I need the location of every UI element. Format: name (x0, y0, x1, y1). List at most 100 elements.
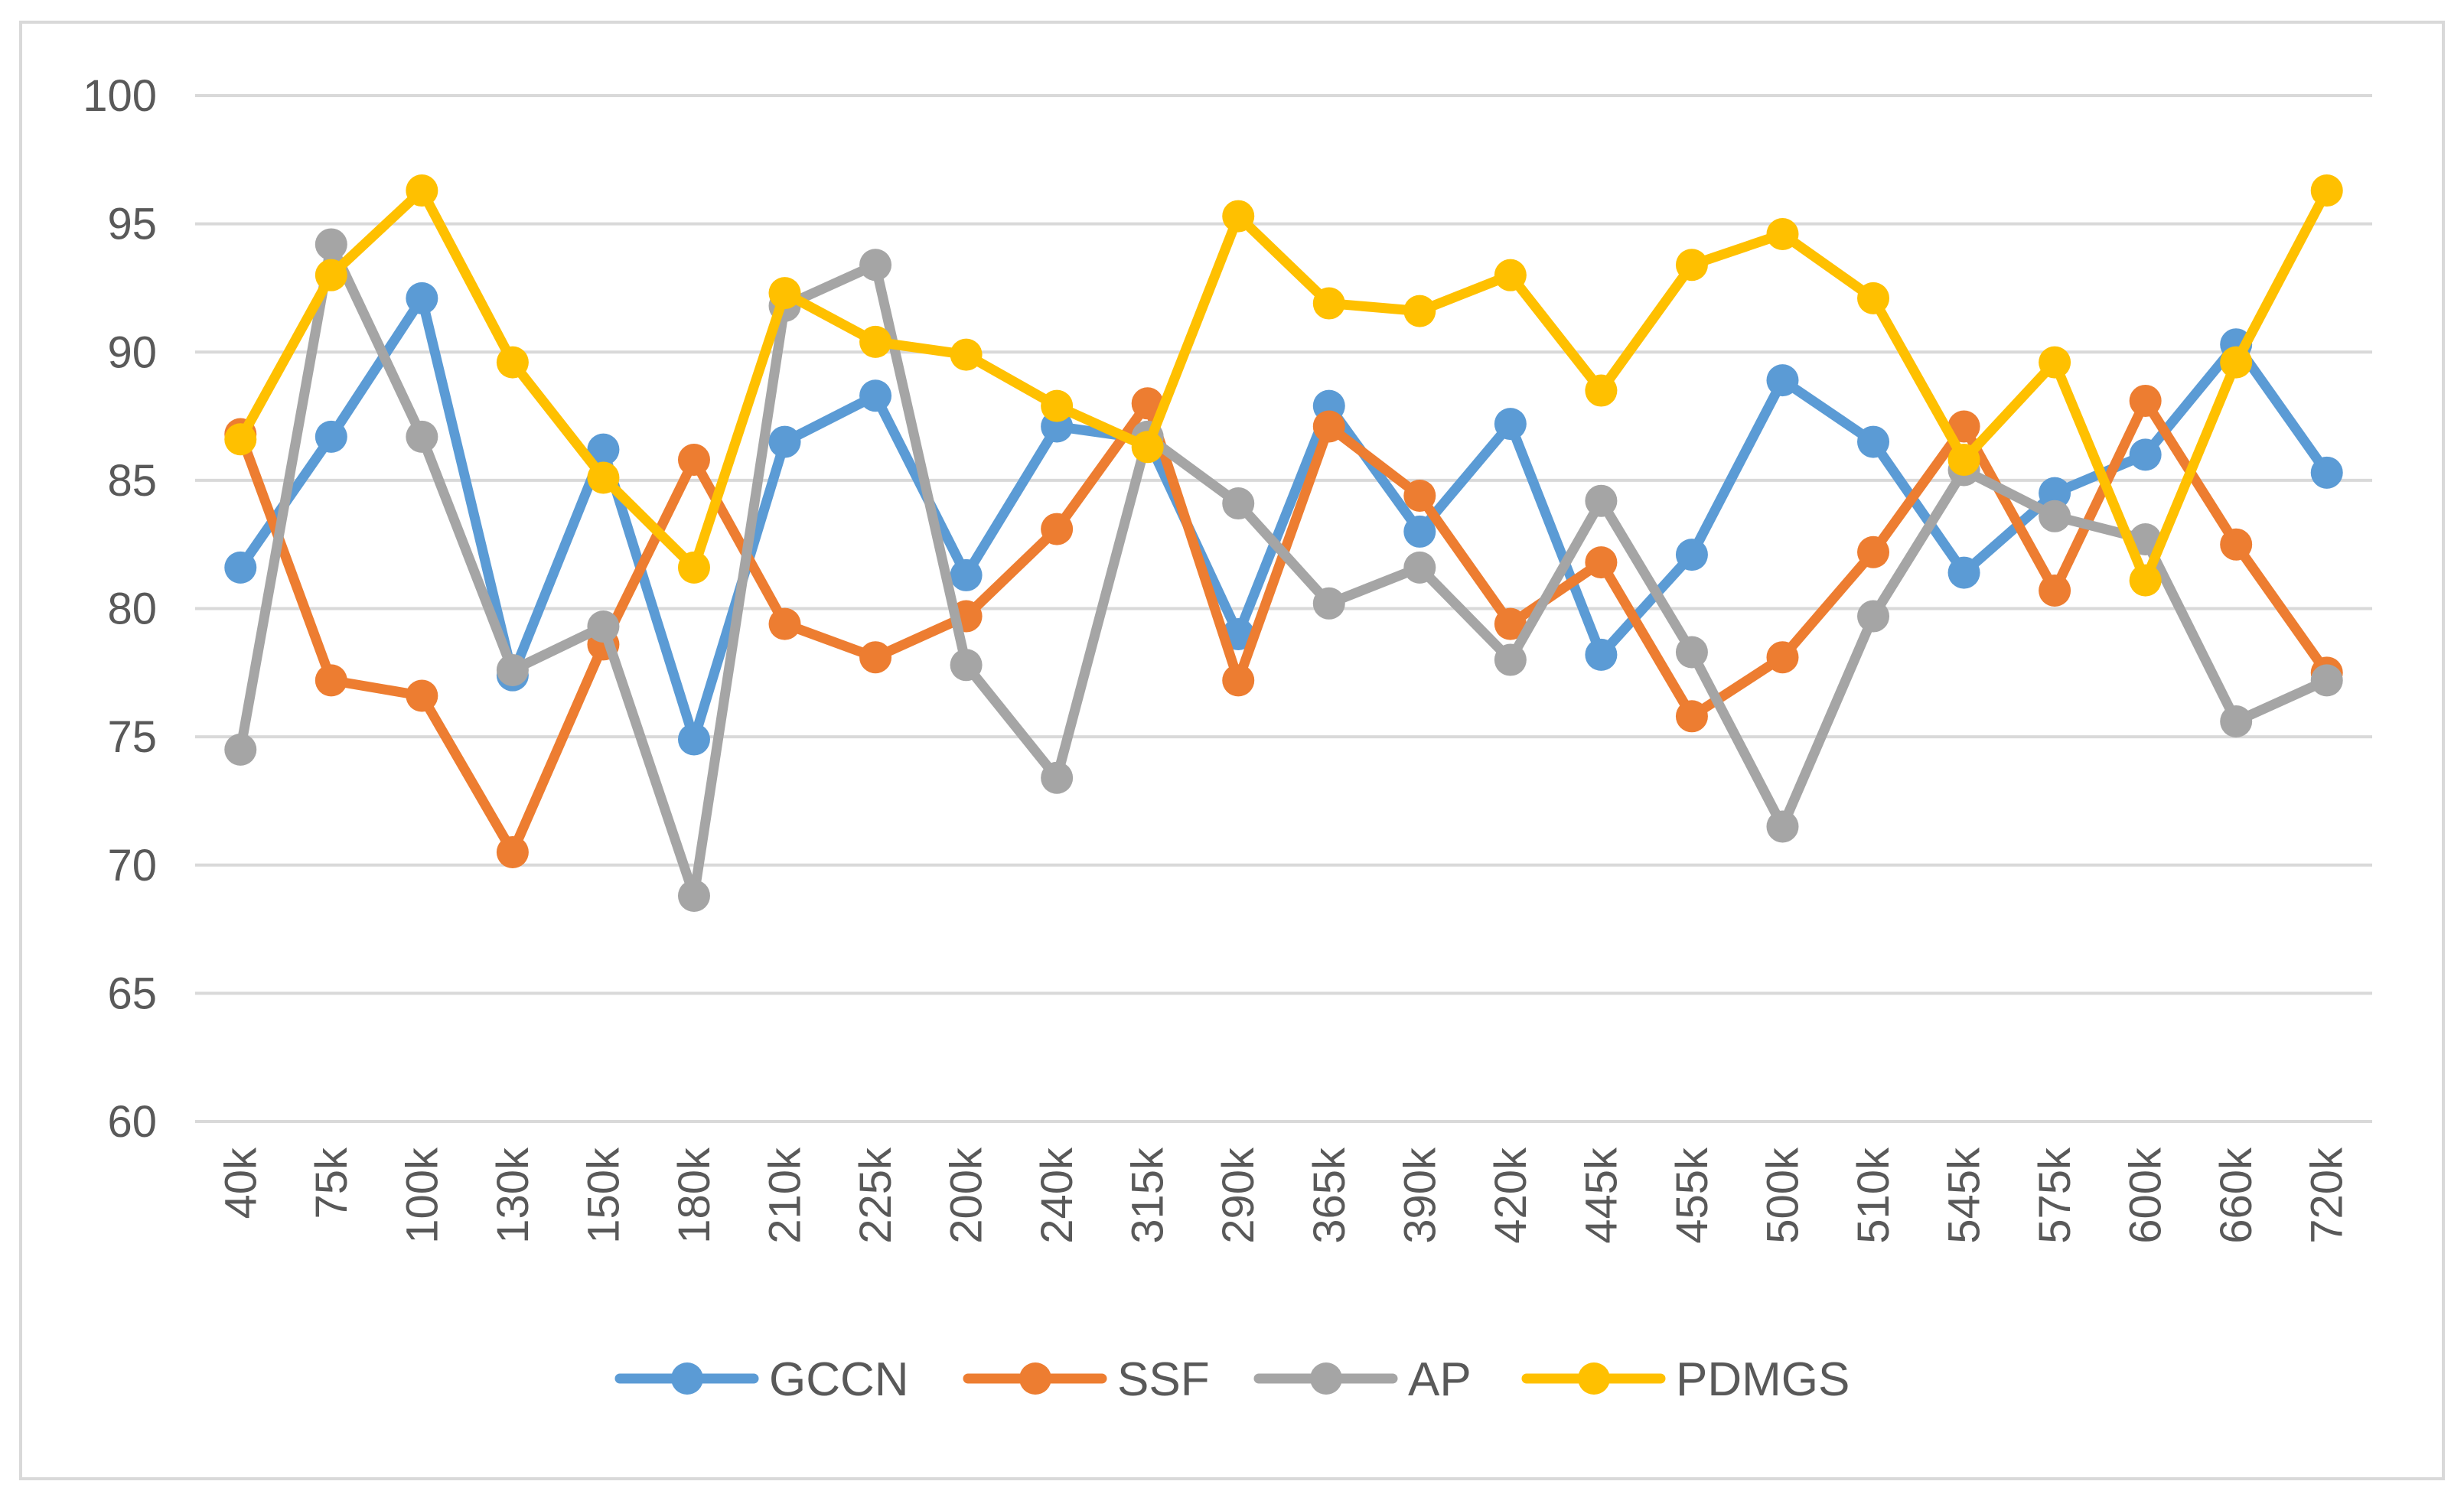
y-axis: 60 65 70 75 80 85 90 95 100 (83, 71, 157, 1147)
legend-item-pdmgs: PDMGS (1521, 1353, 1850, 1406)
x-tick-label: 180k (670, 1147, 719, 1244)
y-tick-label: 95 (107, 200, 157, 249)
data-point-ssf (315, 664, 347, 697)
data-point-ssf (1857, 536, 1890, 568)
data-point-pdmgs (1675, 249, 1708, 282)
data-point-ap (1494, 643, 1527, 676)
data-point-pdmgs (1131, 431, 1164, 464)
x-tick-label: 100k (397, 1147, 447, 1244)
data-point-pdmgs (224, 423, 257, 456)
y-tick-label: 70 (107, 841, 157, 890)
series-ssf (224, 384, 2343, 868)
series-ap (224, 228, 2343, 912)
data-point-ap (859, 249, 892, 282)
legend-label-ap: AP (1408, 1353, 1472, 1406)
data-point-pdmgs (2220, 346, 2253, 379)
data-point-ap (1675, 636, 1708, 669)
legend-label-gccn: GCCN (769, 1353, 909, 1406)
data-point-gccn (1403, 515, 1436, 548)
data-point-pdmgs (2129, 564, 2162, 597)
data-point-ssf (1131, 387, 1164, 420)
x-tick-label: 200k (942, 1147, 992, 1244)
legend-label-ssf: SSF (1117, 1353, 1210, 1406)
data-point-gccn (315, 420, 347, 453)
data-point-pdmgs (2039, 346, 2071, 379)
x-tick-label: 225k (851, 1147, 901, 1244)
data-point-pdmgs (1947, 444, 1980, 477)
x-axis: 40k 75k 100k 130k 150k 180k 210k 225k 200k 240k 31… (216, 1147, 2352, 1244)
x-tick-label: 600k (2121, 1147, 2171, 1244)
data-point-ssf (859, 641, 892, 674)
data-point-ssf (2220, 528, 2253, 561)
data-point-gccn (677, 723, 710, 756)
series-gccn (224, 282, 2343, 756)
legend-item-gccn: GCCN (614, 1353, 909, 1406)
x-tick-label: 500k (1758, 1147, 1807, 1244)
data-point-ssf (1403, 479, 1436, 512)
x-tick-label: 130k (488, 1147, 538, 1244)
data-point-ap (1766, 810, 1799, 843)
data-point-gccn (2039, 477, 2071, 509)
data-point-pdmgs (1041, 389, 1074, 422)
y-tick-label: 80 (107, 584, 157, 634)
data-point-ap (950, 649, 983, 682)
x-tick-label: 455k (1667, 1147, 1717, 1244)
x-tick-label: 365k (1305, 1147, 1354, 1244)
data-point-gccn (2310, 456, 2343, 489)
data-point-gccn (2129, 438, 2162, 471)
x-tick-label: 720k (2303, 1147, 2352, 1244)
data-point-ssf (1585, 546, 1618, 579)
data-point-ap (2129, 522, 2162, 555)
data-point-gccn (1766, 364, 1799, 397)
data-point-ssf (1312, 410, 1345, 443)
series-line-gccn (235, 293, 2332, 744)
data-point-pdmgs (677, 551, 710, 584)
x-tick-label: 240k (1032, 1147, 1082, 1244)
legend-marker-ap (1310, 1362, 1342, 1395)
data-point-ap (587, 610, 620, 643)
data-point-ssf (2129, 384, 2162, 417)
x-tick-label: 420k (1486, 1147, 1536, 1244)
data-point-ap (2310, 664, 2343, 697)
data-point-pdmgs (1857, 282, 1890, 314)
series-group (224, 174, 2343, 912)
legend-item-ap: AP (1253, 1353, 1472, 1406)
series-line-ap (235, 239, 2332, 901)
data-point-ap (224, 733, 257, 766)
data-point-ap (2220, 705, 2253, 738)
data-point-ssf (1041, 513, 1074, 545)
series-line-ssf (235, 396, 2332, 858)
x-tick-label: 575k (2030, 1147, 2080, 1244)
x-tick-label: 445k (1576, 1147, 1626, 1244)
series-pdmgs (224, 174, 2343, 597)
legend-marker-pdmgs (1578, 1362, 1610, 1395)
data-point-ssf (1766, 641, 1799, 674)
data-point-ssf (768, 607, 801, 640)
x-tick-label: 510k (1849, 1147, 1899, 1244)
data-point-ssf (1222, 664, 1255, 697)
legend: GCCN SSF AP PDMGS (614, 1353, 1850, 1406)
data-point-ap (1585, 484, 1618, 517)
gridlines (195, 94, 2372, 1123)
x-tick-label: 40k (216, 1147, 266, 1219)
legend-item-ssf: SSF (963, 1353, 1210, 1406)
data-point-pdmgs (1766, 218, 1799, 251)
data-point-ap (1312, 587, 1345, 620)
data-point-pdmgs (1222, 200, 1255, 233)
data-point-pdmgs (587, 461, 620, 494)
data-point-gccn (1494, 408, 1527, 441)
data-point-pdmgs (1403, 295, 1436, 327)
data-point-ssf (1947, 410, 1980, 443)
data-point-ssf (1494, 607, 1527, 640)
chart-frame (19, 21, 2445, 1480)
data-point-pdmgs (2310, 174, 2343, 207)
data-point-ssf (406, 679, 438, 712)
y-tick-label: 65 (107, 968, 157, 1018)
data-point-gccn (587, 433, 620, 466)
data-point-gccn (1857, 425, 1890, 458)
x-tick-label: 150k (579, 1147, 628, 1244)
data-point-pdmgs (1585, 374, 1618, 407)
data-point-gccn (1675, 539, 1708, 571)
y-tick-label: 90 (107, 327, 157, 377)
